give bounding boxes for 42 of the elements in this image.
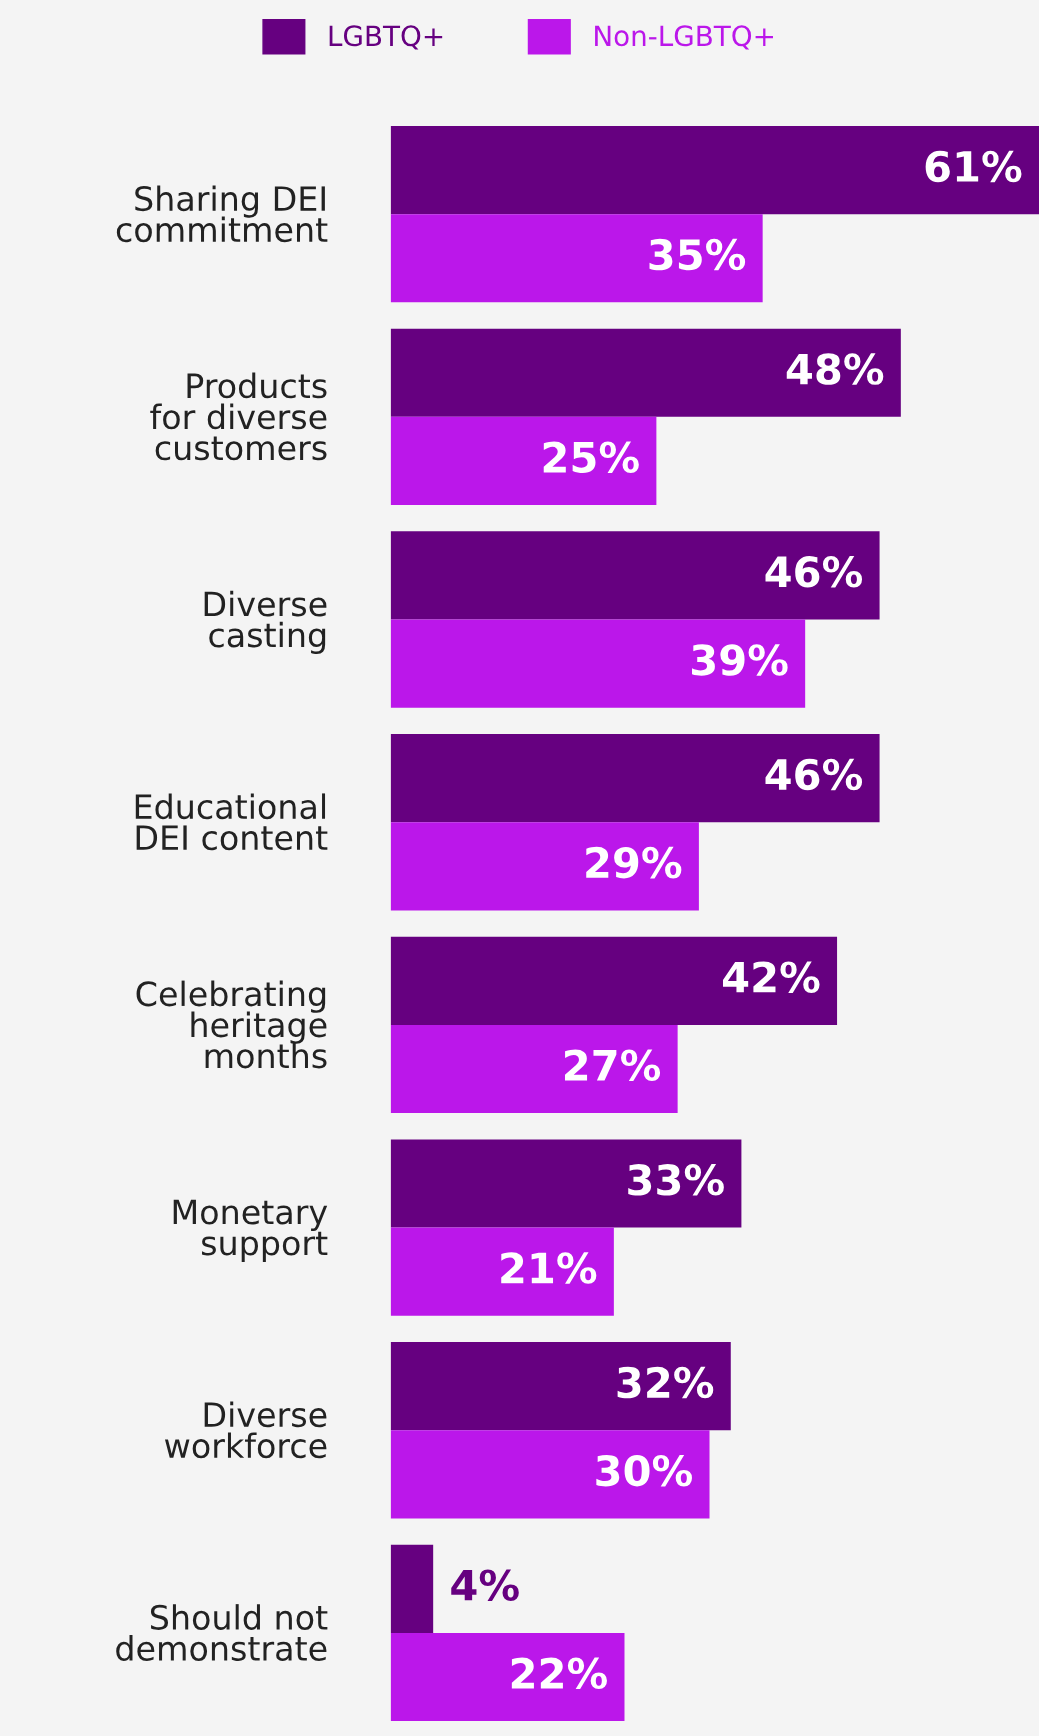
data-label: 32% <box>617 1366 714 1399</box>
y-tick-label: Sharing DEI commitment <box>116 185 328 243</box>
y-tick-label: Should not demonstrate <box>116 1604 328 1661</box>
bar <box>390 416 657 506</box>
bar <box>390 1544 434 1633</box>
y-tick-label: Products for diverse customers <box>150 372 327 461</box>
bar <box>390 822 699 911</box>
data-label: 22% <box>511 1657 607 1690</box>
bar <box>390 328 901 417</box>
data-label: 46% <box>765 556 863 588</box>
data-label: 27% <box>564 1049 661 1082</box>
bar <box>390 1430 710 1519</box>
legend-label: Non-LGBTQ+ <box>595 25 773 50</box>
y-tick-label: Educational DEI content <box>135 793 328 851</box>
bar <box>390 1632 625 1722</box>
bar <box>390 619 806 708</box>
bar <box>390 214 763 303</box>
data-label: 42% <box>722 961 820 993</box>
data-label: 4% <box>451 1569 519 1601</box>
y-tick-label: Diverse workforce <box>164 1401 327 1459</box>
bar <box>390 734 880 823</box>
bar <box>390 1227 614 1316</box>
data-label: 39% <box>692 644 788 676</box>
data-label: 48% <box>786 353 884 385</box>
bar <box>390 936 838 1025</box>
y-tick-label: Monetary support <box>173 1199 328 1263</box>
data-label: 35% <box>649 238 746 271</box>
data-label: 46% <box>765 758 863 791</box>
bar <box>390 1024 678 1114</box>
data-label: 30% <box>596 1454 692 1487</box>
bar <box>390 126 1039 215</box>
data-label: 25% <box>543 441 639 474</box>
legend-label: LGBTQ+ <box>329 25 443 50</box>
data-label: 29% <box>586 846 682 879</box>
bar <box>390 1342 731 1431</box>
data-label: 33% <box>628 1164 724 1196</box>
y-tick-label: Celebrating heritage months <box>136 980 327 1069</box>
data-label: 61% <box>925 150 1022 183</box>
y-tick-label: Diverse casting <box>204 590 327 654</box>
data-label: 21% <box>501 1252 597 1284</box>
bar <box>390 1139 742 1228</box>
bar <box>390 531 880 620</box>
